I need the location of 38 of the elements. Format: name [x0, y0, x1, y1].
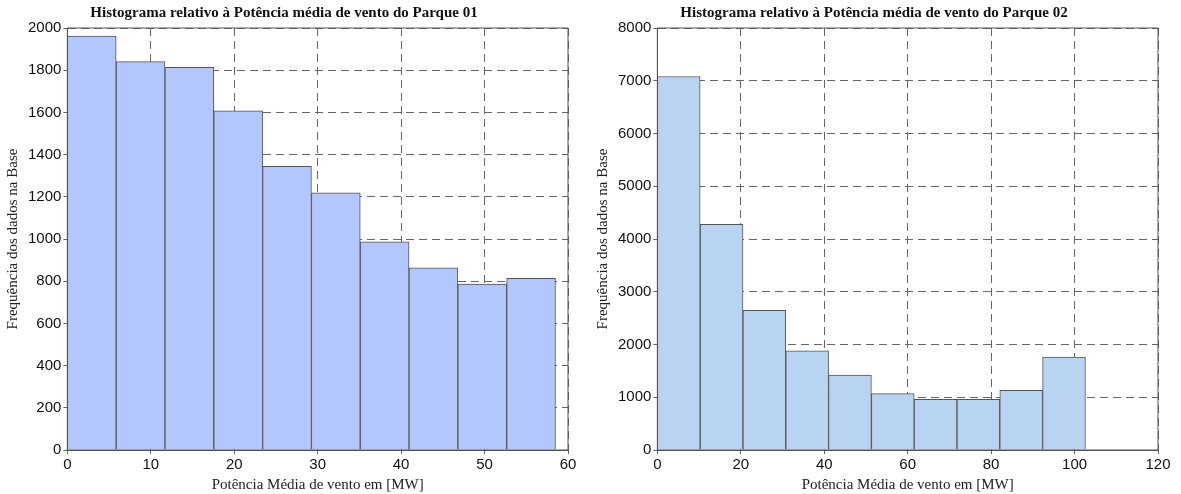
x-axis-title: Potência Média de vento em [MW]	[211, 475, 424, 492]
x-tick-label: 50	[476, 455, 493, 473]
y-tick-label: 0	[53, 440, 62, 458]
y-tick-label: 1000	[617, 387, 652, 405]
y-tick-label: 1200	[27, 186, 62, 204]
y-tick-label: 7000	[617, 70, 652, 88]
chart-title: Histograma relativo à Potência média de vento do Parque 01	[90, 3, 478, 20]
y-tick-label: 0	[643, 440, 652, 458]
x-tick-label: 40	[815, 455, 833, 473]
x-tick-label: 60	[559, 455, 577, 473]
x-tick-label: 30	[309, 455, 327, 473]
y-axis-title: Frequência dos dados na Base	[593, 148, 610, 330]
y-tick-label: 5000	[617, 176, 652, 194]
y-tick-label: 1600	[27, 102, 62, 120]
x-tick-label: 100	[1062, 455, 1088, 473]
y-tick-label: 1800	[27, 60, 62, 78]
x-tick-label: 20	[732, 455, 750, 473]
y-tick-label: 600	[36, 313, 62, 331]
y-tick-label: 4000	[617, 229, 652, 247]
x-tick-label: 10	[142, 455, 160, 473]
y-tick-label: 3000	[617, 281, 652, 299]
y-tick-label: 8000	[617, 18, 652, 36]
x-axis-title: Potência Média de vento em [MW]	[801, 475, 1014, 492]
y-tick-label: 2000	[617, 334, 652, 352]
x-tick-label: 80	[982, 455, 1000, 473]
y-tick-label: 200	[36, 397, 62, 415]
x-tick-label: 40	[392, 455, 410, 473]
x-tick-label: 20	[225, 455, 243, 473]
y-tick-label: 2000	[27, 18, 62, 36]
y-tick-label: 800	[36, 271, 62, 289]
y-tick-label: 1000	[27, 229, 62, 247]
y-tick-label: 1400	[27, 144, 62, 162]
y-axis-title: Frequência dos dados na Base	[3, 148, 20, 330]
chart-title: Histograma relativo à Potência média de vento do Parque 02	[680, 3, 1068, 20]
x-tick-label: 120	[1145, 455, 1171, 473]
x-tick-label: 60	[899, 455, 917, 473]
y-tick-label: 6000	[617, 123, 652, 141]
y-tick-label: 400	[36, 355, 62, 373]
